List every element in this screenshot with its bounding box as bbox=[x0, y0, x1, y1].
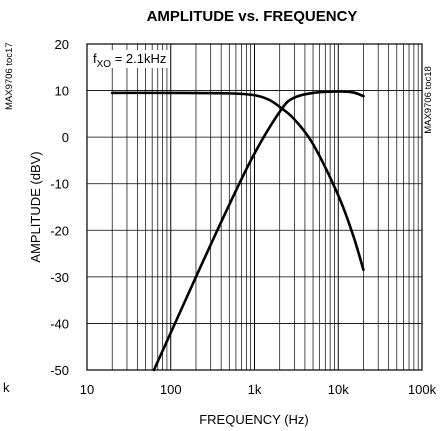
chart-title: AMPLITUDE vs. FREQUENCY bbox=[147, 8, 358, 25]
left-margin-code: MAX9706 toc17 bbox=[4, 42, 15, 110]
y-tick-label: -10 bbox=[50, 177, 69, 192]
y-tick-label: -30 bbox=[50, 270, 69, 285]
x-tick-label: 100 bbox=[160, 382, 182, 397]
series-layer bbox=[110, 90, 365, 372]
y-tick-label: 10 bbox=[55, 84, 69, 99]
x-axis-label: FREQUENCY (Hz) bbox=[199, 412, 309, 427]
y-tick-label: -40 bbox=[50, 316, 69, 331]
plot-frame bbox=[86, 43, 423, 371]
y-tick-label: 20 bbox=[55, 37, 69, 52]
left-margin-fragment: k bbox=[3, 380, 10, 395]
x-tick-label: 100k bbox=[408, 382, 437, 397]
crossover-annotation: fXO = 2.1kHz bbox=[93, 51, 166, 70]
side-code: MAX9706 toc18 bbox=[423, 66, 434, 134]
annotation-background bbox=[91, 50, 169, 68]
x-tick-label: 1k bbox=[248, 382, 262, 397]
y-axis-label: AMPLITUDE (dBV) bbox=[28, 151, 43, 262]
y-tick-label: 0 bbox=[62, 130, 69, 145]
highpass-series-line bbox=[152, 90, 365, 372]
x-tick-label: 10 bbox=[80, 382, 94, 397]
y-tick-label: -50 bbox=[50, 363, 69, 378]
x-tick-label: 10k bbox=[328, 382, 349, 397]
y-tick-label: -20 bbox=[50, 223, 69, 238]
x-tick-labels: 10 100 1k 10k 100k bbox=[80, 382, 437, 397]
y-tick-labels: 20 10 0 -10 -20 -30 -40 -50 bbox=[50, 37, 69, 378]
lowpass-series-line bbox=[110, 91, 365, 272]
